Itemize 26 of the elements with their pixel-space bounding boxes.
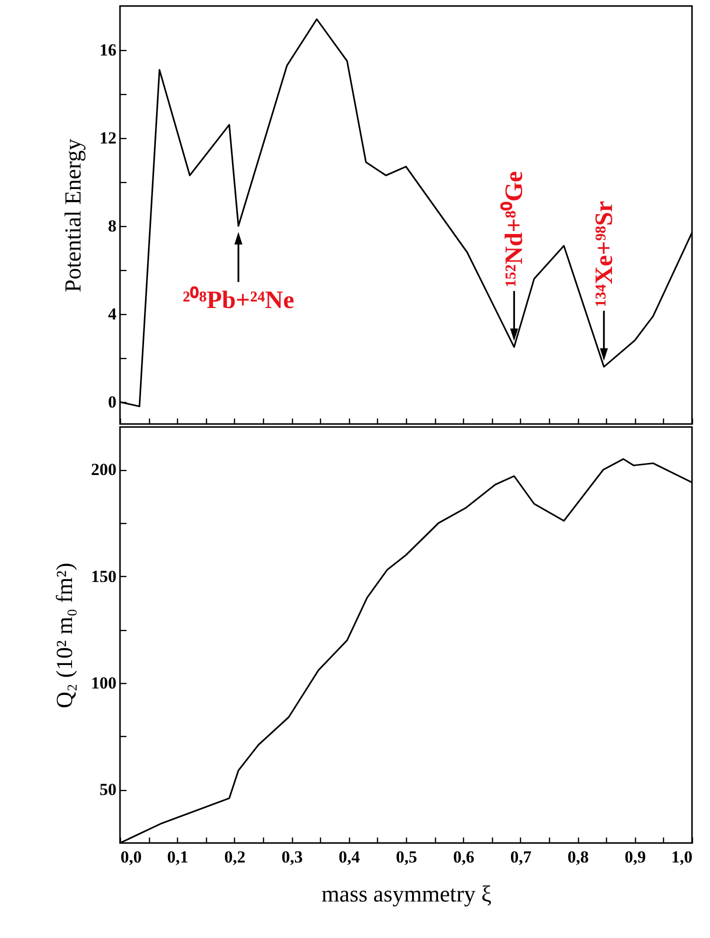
x-tick-label: 0,3: [281, 848, 303, 866]
x-tick-label: 0,7: [510, 848, 532, 866]
y-tick-label: 150: [91, 566, 116, 586]
annotation: ¹³⁴Xe+⁹⁸Sr: [590, 200, 618, 307]
annotation: ¹⁵²Nd+⁸⁰Ge: [500, 171, 528, 287]
annotation: ²⁰⁸Pb+²⁴Ne: [182, 286, 294, 314]
y-tick-label: 12: [100, 128, 116, 148]
x-tick-label: 0,2: [224, 848, 246, 866]
x-tick-label: 0,0: [120, 848, 142, 866]
y-tick-label: 8: [108, 216, 116, 236]
y-axis-title: Potential Energy: [60, 138, 86, 292]
x-tick-label: 0,1: [167, 848, 188, 866]
y-tick-label: 50: [100, 780, 116, 800]
y-tick-label: 16: [100, 40, 116, 60]
x-tick-label: 0,4: [338, 848, 360, 866]
x-tick-label: 0,6: [453, 848, 474, 866]
y-tick-label: 200: [91, 460, 116, 480]
x-tick-label: 0,5: [396, 848, 418, 866]
y-tick-label: 100: [91, 674, 116, 692]
y-tick-label: 4: [108, 304, 117, 324]
x-tick-label: 0,9: [624, 848, 646, 866]
y-axis-title: Q₂ (10² m₀ fm²): [52, 562, 77, 708]
x-tick-label: 0,8: [567, 848, 589, 866]
x-axis-title: mass asymmetry ξ: [322, 882, 492, 906]
x-tick-label: 1,0: [671, 848, 692, 866]
y-tick-label: 0: [108, 392, 116, 412]
